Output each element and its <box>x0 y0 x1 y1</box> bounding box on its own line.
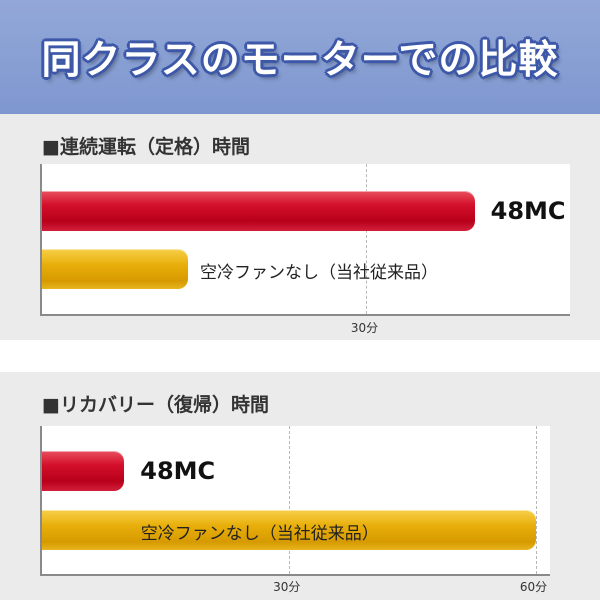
continuous-run-plot: 48MC 空冷ファンなし（当社従来品） <box>40 164 570 316</box>
bar-label-conventional: 空冷ファンなし（当社従来品） <box>200 263 439 283</box>
bar-label-48mc: 48MC <box>140 457 216 485</box>
gridline-30 <box>288 426 290 574</box>
bar-conventional <box>42 510 536 550</box>
continuous-run-section: ■連続運転（定格）時間 48MC 空冷ファンなし（当社従来品） 30分 <box>0 114 600 340</box>
continuous-run-title: ■連続運転（定格）時間 <box>42 136 250 158</box>
recovery-section: ■リカバリー（復帰）時間 48MC 空冷ファンなし（当社従来品） 30分 60分 <box>0 372 600 600</box>
gridline-30 <box>366 164 368 314</box>
bar-label-48mc: 48MC <box>490 197 566 225</box>
recovery-title: ■リカバリー（復帰）時間 <box>42 394 269 416</box>
tick-label-30: 30分 <box>350 321 379 335</box>
tick-label-30: 30分 <box>273 580 301 594</box>
gridline-60 <box>535 426 537 574</box>
bar-48mc <box>42 191 475 231</box>
page-title: 同クラスのモーターでの比較 <box>41 38 559 83</box>
header-banner: 同クラスのモーターでの比較 <box>0 0 600 114</box>
bar-48mc <box>42 451 125 491</box>
bar-conventional <box>42 249 189 289</box>
bar-label-conventional: 空冷ファンなし（当社従来品） <box>140 524 379 544</box>
recovery-plot: 48MC 空冷ファンなし（当社従来品） <box>40 426 550 576</box>
tick-label-60: 60分 <box>519 580 548 594</box>
